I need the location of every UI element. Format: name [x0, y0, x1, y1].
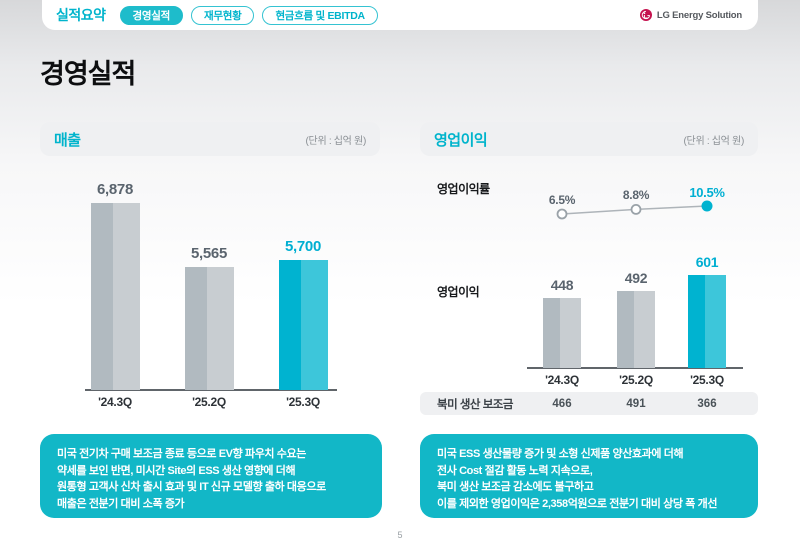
bar-category-label: '25.3Q [286, 395, 320, 409]
page-title: 경영실적 [40, 59, 136, 89]
note-line: 원통형 고객사 신차 출시 효과 및 IT 신규 모델향 출하 대응으로 [57, 481, 326, 493]
profit-unit-label: (단위 : 십억 원) [683, 135, 745, 147]
top-navigation-bar: 실적요약 경영실적 재무현황 현금흐름 및 EBITDA LG Energy S… [42, 0, 758, 30]
tab-financial-status[interactable]: 재무현황 [190, 5, 255, 25]
note-line: 매출은 전분기 대비 소폭 증가 [57, 497, 185, 510]
revenue-panel-title: 매출 [54, 131, 81, 149]
note-line: 미국 ESS 생산물량 증가 및 소형 신제품 양산효과에 더해 [437, 448, 684, 460]
operating-margin-line-chart: 6.5% 8.8% 10.5% [528, 183, 763, 238]
bar [543, 298, 581, 368]
x-axis [85, 389, 337, 391]
bar-category-label: '25.2Q [619, 373, 653, 387]
profit-panel-header: 영업이익 (단위 : 십억 원) [420, 122, 758, 156]
bar [90, 203, 140, 390]
logo-text: LG Energy Solution [656, 9, 742, 21]
line-point [630, 203, 642, 215]
margin-value-label: 6.5% [548, 193, 576, 207]
line-point [701, 200, 713, 212]
bar-category-label: '25.2Q [192, 395, 226, 409]
tab-business-results[interactable]: 경영실적 [119, 5, 183, 25]
subsidy-value: 366 [697, 397, 717, 410]
x-axis [527, 367, 743, 369]
margin-value-label: 10.5% [689, 185, 725, 200]
bar-value-label: 492 [624, 270, 648, 286]
subsidy-value: 491 [626, 397, 646, 410]
bar [184, 267, 234, 390]
bar-value-label: 5,700 [284, 238, 322, 255]
operating-profit-bar-chart: 448 '24.3Q 492 '25.2Q 601 '25.3Q [420, 254, 758, 387]
profit-panel-title: 영업이익 [434, 131, 488, 149]
bar [617, 291, 655, 368]
tab-cashflow-ebitda[interactable]: 현금흐름 및 EBITDA [262, 5, 378, 25]
bar [688, 275, 726, 368]
north-america-subsidy-row: 북미 생산 보조금 466 491 366 [420, 392, 758, 415]
operating-margin-label: 영업이익률 [437, 182, 490, 196]
section-label: 실적요약 [56, 7, 106, 23]
lg-energy-solution-logo: LG Energy Solution [639, 9, 742, 21]
bar-value-label: 448 [550, 277, 574, 293]
bar-value-label: 5,565 [190, 245, 228, 262]
note-line: 이를 제외한 영업이익은 2,358억원으로 전분기 대비 상당 폭 개선 [437, 497, 718, 510]
revenue-unit-label: (단위 : 십억 원) [305, 135, 367, 147]
note-line: 약세를 보인 반면, 미시간 Site의 ESS 생산 영향에 더해 [57, 464, 296, 477]
nav-tabs-group: 실적요약 경영실적 재무현황 현금흐름 및 EBITDA [56, 5, 378, 25]
margin-line [556, 200, 713, 220]
operating-profit-label: 영업이익 [437, 285, 480, 299]
revenue-bar-chart: 6,878 '24.3Q 5,565 '25.2Q 5,700 '25.3Q [40, 170, 380, 409]
bar-category-label: '25.3Q [690, 373, 724, 387]
revenue-panel-header: 매출 (단위 : 십억 원) [40, 122, 380, 156]
note-line: 전사 Cost 절감 활동 노력 지속으로, [437, 464, 593, 477]
line-point [556, 208, 568, 220]
subsidy-row-label: 북미 생산 보조금 [437, 398, 513, 411]
bar-value-label: 6,878 [96, 181, 134, 198]
margin-value-label: 8.8% [622, 188, 650, 203]
bar-value-label: 601 [695, 254, 719, 270]
bar-category-label: '24.3Q [545, 373, 579, 387]
subsidy-value: 466 [552, 397, 572, 410]
note-line: 북미 생산 보조금 감소에도 불구하고 [437, 481, 594, 493]
lg-symbol-icon [639, 9, 652, 21]
bar-category-label: '24.3Q [98, 395, 132, 409]
note-line: 미국 전기차 구매 보조금 종료 등으로 EV향 파우치 수요는 [57, 448, 306, 460]
page-number: 5 [397, 530, 403, 540]
bar [278, 260, 328, 390]
